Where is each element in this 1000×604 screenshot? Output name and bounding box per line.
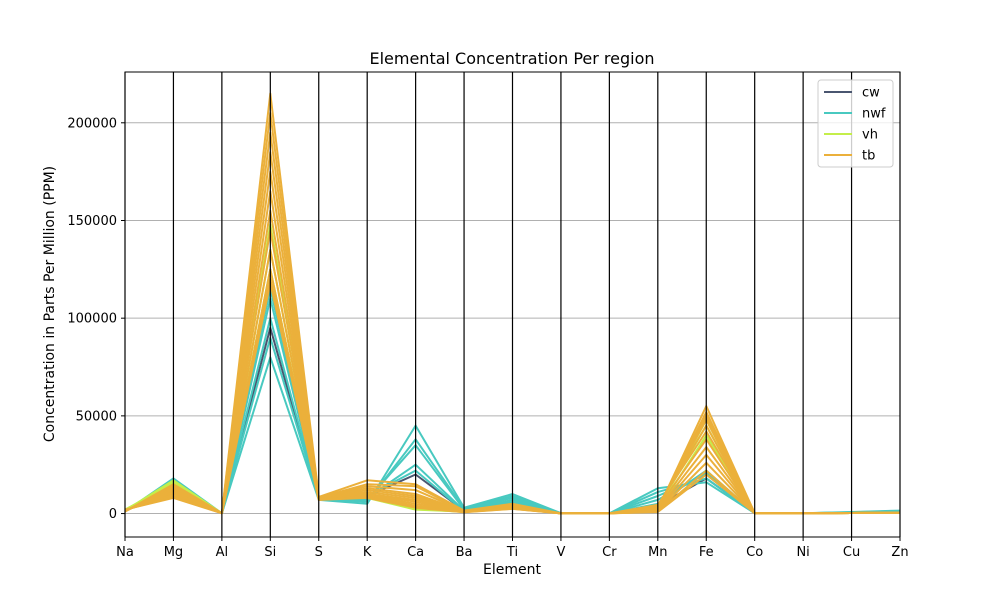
legend-label-vh: vh	[862, 128, 878, 143]
legend-box	[817, 79, 894, 168]
x-tick-label: K	[363, 545, 372, 560]
y-ticks: 0 50000 100000 150000 200000	[67, 116, 125, 522]
legend-label-nwf: nwf	[862, 107, 886, 122]
x-tick-label: Cr	[602, 545, 617, 560]
x-tick-label: Fe	[699, 545, 714, 560]
x-tick-label: Mg	[164, 545, 183, 560]
x-tick-label: Zn	[891, 545, 908, 560]
y-tick-label: 150000	[67, 214, 117, 229]
x-tick-label: Na	[116, 545, 134, 560]
chart-title: Elemental Concentration Per region	[369, 49, 654, 68]
y-tick-label: 0	[109, 507, 117, 522]
x-axis-title: Element	[483, 562, 541, 578]
x-tick-label: V	[556, 545, 565, 560]
x-tick-label: Co	[746, 545, 763, 560]
x-tick-label: Ti	[506, 545, 518, 560]
legend-label-tb: tb	[862, 149, 875, 164]
x-tick-label: S	[315, 545, 323, 560]
y-tick-label: 50000	[76, 409, 117, 424]
y-axis-title: Concentration in Parts Per Million (PPM)	[42, 166, 58, 442]
x-tick-label: Ba	[456, 545, 473, 560]
x-tick-label: Ni	[796, 545, 809, 560]
legend-label-cw: cw	[862, 86, 880, 101]
x-ticks: Na Mg Al Si S K Ca Ba Ti V Cr Mn Fe Co Ni Cu Zn	[116, 537, 909, 560]
x-tick-label: Mn	[648, 545, 667, 560]
y-tick-label: 200000	[67, 116, 117, 131]
legend: cw nwf vh tb	[817, 79, 894, 168]
y-tick-label: 100000	[67, 312, 117, 327]
x-tick-label: Al	[216, 545, 229, 560]
x-tick-label: Cu	[843, 545, 860, 560]
x-tick-label: Ca	[407, 545, 424, 560]
x-tick-label: Si	[264, 545, 276, 560]
